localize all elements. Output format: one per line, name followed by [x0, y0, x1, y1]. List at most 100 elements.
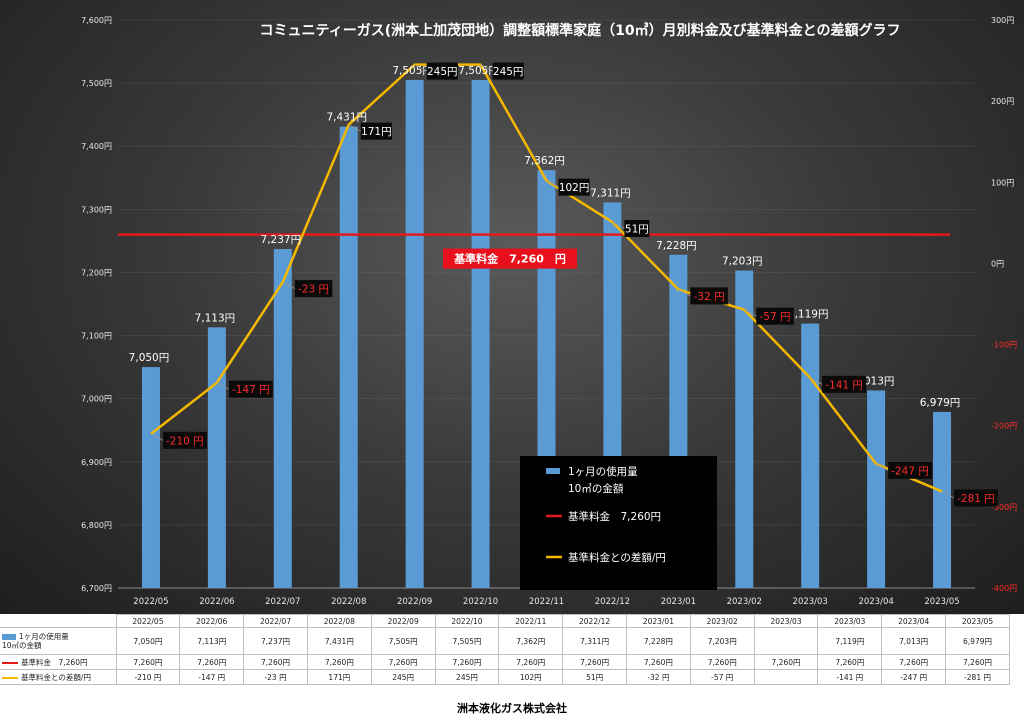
diff-label: 245円: [427, 66, 458, 78]
table-header-cell: 2022/07: [243, 614, 308, 628]
diff-label: -57 円: [760, 311, 791, 323]
bar: [339, 126, 358, 588]
diff-label: -32 円: [694, 291, 725, 303]
table-cell-base: 7,260円: [881, 654, 947, 670]
bar-value-label: 7,431円: [326, 112, 367, 124]
diff-label-box: [558, 178, 590, 196]
table-cell-base: 7,260円: [498, 654, 564, 670]
diff-label: -147 円: [232, 384, 270, 396]
table-cell-diff: -281 円: [945, 669, 1010, 685]
x-tick-label: 2022/07: [265, 597, 300, 607]
table-cell-base: 7,260円: [626, 654, 691, 670]
y-right-tick-label: -100円: [991, 341, 1017, 350]
diff-label-box: [162, 431, 207, 449]
y-left-tick-label: 6,800円: [81, 521, 112, 530]
diff-label-box: [954, 489, 998, 507]
table-cell-amount: 7,311円: [562, 627, 627, 655]
diff-label: -23 円: [298, 284, 329, 296]
bar-swatch-icon: [2, 634, 16, 640]
table-cell-amount: 7,203円: [689, 627, 755, 655]
table-header-cell: 2023/01: [626, 614, 691, 628]
bar: [207, 327, 226, 588]
y-left-tick-label: 7,200円: [81, 268, 112, 277]
bar-value-label: 6,979円: [920, 397, 961, 409]
table-cell-base: 7,260円: [370, 654, 436, 670]
diff-label: -210 円: [166, 435, 204, 447]
table-cell-diff: -57 円: [689, 669, 755, 685]
y-right-tick-label: 200円: [991, 97, 1014, 106]
diff-label-leader: [216, 382, 230, 390]
chart-area: 6,700円 6,800円 6,900円 7,000円 7,100円 7,200円 7,30…: [0, 0, 1024, 614]
table-corner: [0, 615, 116, 628]
row-label-base: 基準料金 7,260円: [0, 654, 117, 670]
table-cell-diff: -141 円: [817, 669, 883, 685]
diff-label: 171円: [361, 126, 392, 138]
bar: [933, 411, 952, 588]
x-tick-label: 2022/06: [199, 597, 234, 607]
bar: [801, 323, 820, 588]
legend-item-base: 基準料金 7,260円: [568, 510, 661, 523]
y-left-tick-label: 7,500円: [81, 79, 112, 88]
y-left-tick-label: 7,000円: [81, 395, 112, 404]
diff-label-leader: [282, 281, 295, 289]
bar-value-label: 7,505円: [458, 65, 499, 77]
legend-bar-swatch-icon: [546, 468, 560, 474]
legend-box: [520, 456, 717, 590]
table-cell-amount: 7,237円: [243, 627, 308, 655]
diff-label: 102円: [559, 182, 590, 194]
table-cell-diff: -32 円: [626, 669, 691, 685]
row1-label-text: 1ヶ月の使用量 10㎥の金額: [2, 632, 69, 650]
table-header-cell: 2022/09: [370, 614, 436, 628]
bar-value-label: 7,203円: [722, 256, 763, 268]
diff-label-leader: [810, 377, 823, 385]
table-cell-base: 7,260円: [817, 654, 883, 670]
diff-label-box: [624, 220, 650, 238]
table-cell-amount: 7,113円: [179, 627, 245, 655]
table-cell-amount: 7,013円: [881, 627, 947, 655]
diff-label: -281 円: [957, 493, 995, 505]
diff-label: 51円: [625, 224, 649, 236]
company-footer: 洲本液化ガス株式会社: [457, 702, 567, 715]
table-cell-diff: -210 円: [115, 669, 181, 685]
diff-label-box: [756, 307, 794, 325]
table-cell-amount: 7,431円: [306, 627, 372, 655]
y-right-tick-label: 300円: [991, 16, 1014, 25]
y-right-tick-label: -400円: [991, 584, 1017, 593]
diff-label-box: [492, 62, 524, 80]
diff-label-leader: [546, 180, 559, 188]
table-cell-base: 7,260円: [243, 654, 308, 670]
table-header-cell: 2022/11: [498, 614, 564, 628]
table-header-row: 2022/05 2022/06 2022/07 2022/08 2022/09 2022/…: [0, 614, 1010, 628]
table-cell-amount: 7,228円: [626, 627, 691, 655]
table-cell-amount: 7,119円: [817, 627, 883, 655]
x-tick-label: 2022/09: [397, 597, 432, 607]
table-header-cell: 2023/03: [817, 614, 883, 628]
bar-value-label: 7,228円: [656, 240, 697, 252]
table-cell-diff: 245円: [434, 669, 500, 685]
table-cell-base: 7,260円: [689, 654, 755, 670]
y-left-tick-label: 7,600円: [81, 16, 112, 25]
table-header-cell: 2023/02: [689, 614, 755, 628]
y-left-tick-label: 6,700円: [81, 584, 112, 593]
x-tick-label: 2023/03: [793, 597, 828, 607]
row-label-amount: 1ヶ月の使用量 10㎥の金額: [0, 627, 117, 655]
diff-label: 245円: [493, 66, 524, 78]
y-left-tick-label: 7,300円: [81, 205, 112, 214]
table-header-cell: 2022/05: [115, 614, 181, 628]
bar: [141, 367, 160, 588]
bar-value-label: 7,311円: [590, 187, 631, 199]
table-cell-amount: 7,505円: [370, 627, 436, 655]
x-tick-label: 2022/10: [463, 597, 498, 607]
table-header-cell: 2022/12: [562, 614, 627, 628]
x-tick-label: 2023/04: [858, 597, 893, 607]
table-cell-diff: 171円: [306, 669, 372, 685]
x-tick-label: 2022/08: [331, 597, 366, 607]
table-cell-base: 7,260円: [753, 654, 819, 670]
diff-label-leader: [612, 221, 625, 229]
y-right-tick-label: -300円: [991, 503, 1017, 512]
table-cell-diff: -147 円: [179, 669, 245, 685]
table-cell-diff: -247 円: [881, 669, 947, 685]
diff-label-box: [888, 461, 932, 479]
bar-value-label: 7,237円: [261, 234, 302, 246]
table-cell-diff: 245円: [370, 669, 436, 685]
